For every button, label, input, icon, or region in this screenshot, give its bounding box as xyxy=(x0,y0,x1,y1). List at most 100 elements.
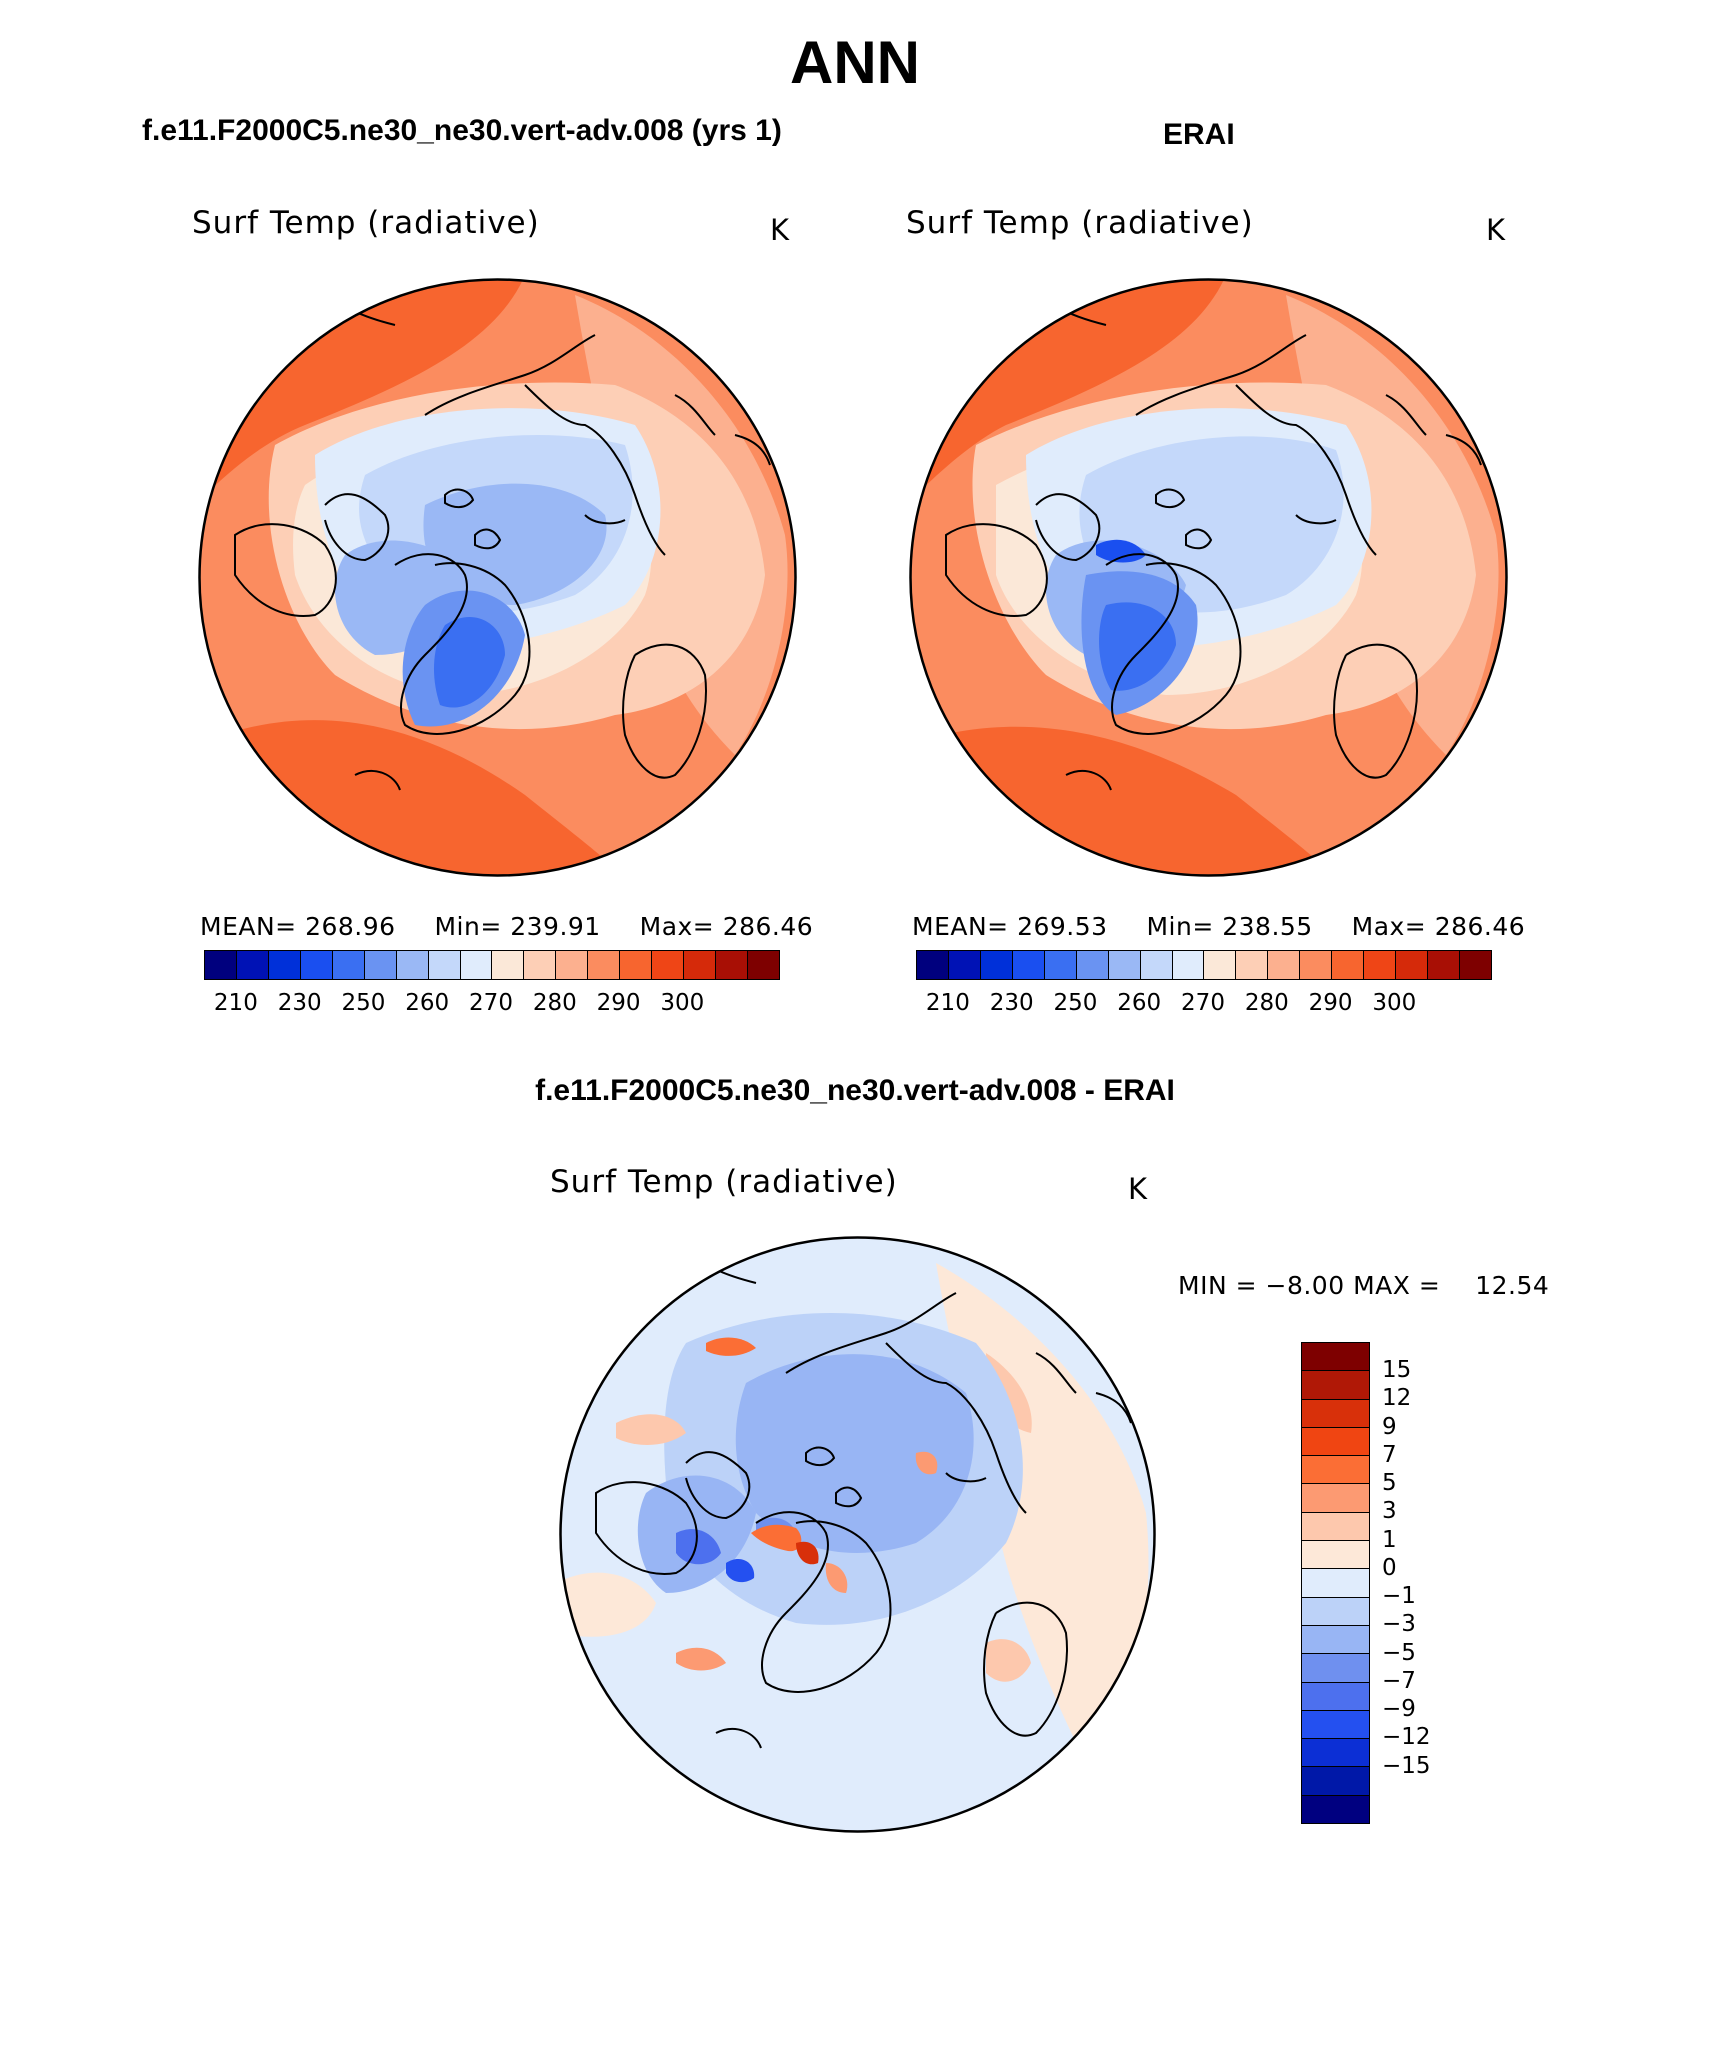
diff-colorbar-swatch xyxy=(1302,1456,1369,1485)
panel2-colorbar-swatch xyxy=(1236,951,1269,979)
panel2-colorbar-swatch xyxy=(1396,951,1428,979)
panel1-max-value: 286.46 xyxy=(722,912,814,941)
diff-colorbar-label: 12 xyxy=(1382,1385,1412,1412)
diff-colorbar-label: 5 xyxy=(1382,1470,1397,1497)
panel2-colorbar-swatch xyxy=(1332,951,1365,979)
panel1-colorbar-label: 230 xyxy=(277,990,322,1016)
panel2-colorbar xyxy=(916,950,1492,980)
panel1-colorbar-swatch xyxy=(268,951,301,979)
panel2-colorbar-swatch xyxy=(1300,951,1333,979)
figure-title: ANN xyxy=(790,29,920,96)
diff-colorbar-label: −5 xyxy=(1382,1639,1416,1666)
panel1-stats: MEAN= 268.96 Min= 239.91 Max= 286.46 xyxy=(200,912,813,942)
diff-colorbar-label: 7 xyxy=(1382,1441,1397,1468)
panel2-colorbar-swatch xyxy=(1428,951,1460,979)
panel1-mean-value: 268.96 xyxy=(305,912,396,941)
panel2-mean-label: MEAN= xyxy=(912,912,1009,941)
panel1-colorbar-swatch xyxy=(300,951,333,979)
panel1-colorbar-label: 250 xyxy=(341,990,386,1016)
panel1-colorbar-swatch xyxy=(332,951,365,979)
panel2-max-value: 286.46 xyxy=(1434,912,1526,941)
diff-colorbar-label: 3 xyxy=(1382,1498,1397,1525)
panel1-polar-map xyxy=(198,278,797,877)
panel2-colorbar-swatch xyxy=(948,951,981,979)
panel1-colorbar-label: 290 xyxy=(596,990,641,1016)
panel2-colorbar-label: 290 xyxy=(1308,990,1353,1016)
diff-min-value: −8.00 xyxy=(1265,1271,1345,1300)
panel1-colorbar-swatch xyxy=(364,951,397,979)
diff-max-label: MAX = xyxy=(1353,1271,1441,1300)
diff-colorbar-label: −12 xyxy=(1382,1724,1431,1751)
panel1-colorbar xyxy=(204,950,780,980)
diff-case-title: f.e11.F2000C5.ne30_ne30.vert-adv.008 - E… xyxy=(535,1074,1175,1107)
panel1-colorbar-swatch xyxy=(652,951,685,979)
panel1-colorbar-label: 260 xyxy=(405,990,450,1016)
diff-colorbar-swatch xyxy=(1302,1427,1369,1457)
panel1-colorbar-swatch xyxy=(684,951,716,979)
diff-colorbar-label: −1 xyxy=(1382,1583,1416,1610)
panel1-case-title: f.e11.F2000C5.ne30_ne30.vert-adv.008 (yr… xyxy=(142,114,782,147)
panel2-max-label: Max= xyxy=(1351,912,1427,941)
panel2-variable-title: Surf Temp (radiative) xyxy=(906,205,1254,241)
panel2-colorbar-label: 270 xyxy=(1181,990,1225,1016)
panel1-colorbar-swatch xyxy=(460,951,493,979)
panel2-colorbar-swatch xyxy=(1140,951,1173,979)
panel2-colorbar-label: 280 xyxy=(1244,990,1289,1016)
panel2-colorbar-swatch xyxy=(1364,951,1397,979)
diff-max-value: 12.54 xyxy=(1475,1271,1550,1300)
diff-colorbar-label: 15 xyxy=(1382,1357,1412,1384)
panel1-colorbar-swatch xyxy=(716,951,748,979)
panel2-colorbar-swatch xyxy=(1268,951,1301,979)
panel1-colorbar-swatch xyxy=(492,951,525,979)
diff-colorbar-swatch xyxy=(1302,1569,1369,1598)
panel1-colorbar-swatch xyxy=(588,951,621,979)
panel2-units: K xyxy=(1486,213,1506,247)
panel2-colorbar-swatch xyxy=(1172,951,1205,979)
diff-min-label: MIN = xyxy=(1178,1271,1258,1300)
diff-colorbar-swatch xyxy=(1302,1625,1369,1655)
diff-colorbar-swatch xyxy=(1302,1371,1369,1400)
panel1-colorbar-swatch xyxy=(524,951,557,979)
diff-colorbar-swatch xyxy=(1302,1541,1369,1570)
panel2-min-label: Min= xyxy=(1146,912,1214,941)
diff-minmax: MIN = −8.00 MAX = 12.54 xyxy=(1178,1271,1549,1301)
panel1-mean-label: MEAN= xyxy=(200,912,297,941)
diff-colorbar-swatch xyxy=(1302,1710,1369,1740)
panel1-colorbar-swatch xyxy=(428,951,461,979)
panel1-colorbar-swatch xyxy=(396,951,429,979)
panel2-colorbar-label: 300 xyxy=(1372,990,1417,1016)
diff-colorbar-label: −7 xyxy=(1382,1667,1416,1694)
diff-colorbar-swatch xyxy=(1302,1767,1369,1796)
diff-colorbar-label: 9 xyxy=(1382,1413,1397,1440)
panel1-colorbar-swatch xyxy=(205,951,237,979)
panel2-stats: MEAN= 269.53 Min= 238.55 Max= 286.46 xyxy=(912,912,1525,942)
diff-colorbar-swatch xyxy=(1302,1739,1369,1768)
diff-polar-map xyxy=(559,1236,1156,1833)
panel2-colorbar-label: 250 xyxy=(1053,990,1098,1016)
panel2-colorbar-label: 210 xyxy=(925,990,970,1016)
panel2-colorbar-swatch xyxy=(917,951,949,979)
panel1-colorbar-swatch xyxy=(620,951,653,979)
panel2-colorbar-swatch xyxy=(1204,951,1237,979)
panel1-min-value: 239.91 xyxy=(510,912,601,941)
diff-colorbar-label: −15 xyxy=(1382,1752,1431,1779)
panel1-min-label: Min= xyxy=(434,912,502,941)
panel2-polar-map xyxy=(909,278,1508,877)
panel1-max-label: Max= xyxy=(639,912,715,941)
panel2-colorbar-swatch xyxy=(1044,951,1077,979)
diff-colorbar xyxy=(1301,1342,1370,1824)
panel1-colorbar-labels: 210 230 250 260 270 280 290 300 xyxy=(204,990,778,1018)
diff-colorbar-labels: 15 12 9 7 5 3 1 0 −1 −3 −5 −7 −9 −12 −15 xyxy=(1382,1342,1462,1822)
panel1-colorbar-label: 300 xyxy=(660,990,705,1016)
diff-colorbar-swatch xyxy=(1302,1512,1369,1542)
panel1-colorbar-label: 270 xyxy=(469,990,513,1016)
panel1-variable-title: Surf Temp (radiative) xyxy=(192,205,540,241)
diff-colorbar-swatch xyxy=(1302,1343,1369,1372)
diff-variable-title: Surf Temp (radiative) xyxy=(550,1164,898,1200)
panel1-colorbar-swatch xyxy=(236,951,269,979)
panel1-units: K xyxy=(770,213,790,247)
diff-units: K xyxy=(1128,1172,1148,1206)
diff-colorbar-label: −3 xyxy=(1382,1611,1416,1638)
diff-colorbar-swatch xyxy=(1302,1654,1369,1683)
panel2-colorbar-swatch xyxy=(1459,951,1491,979)
